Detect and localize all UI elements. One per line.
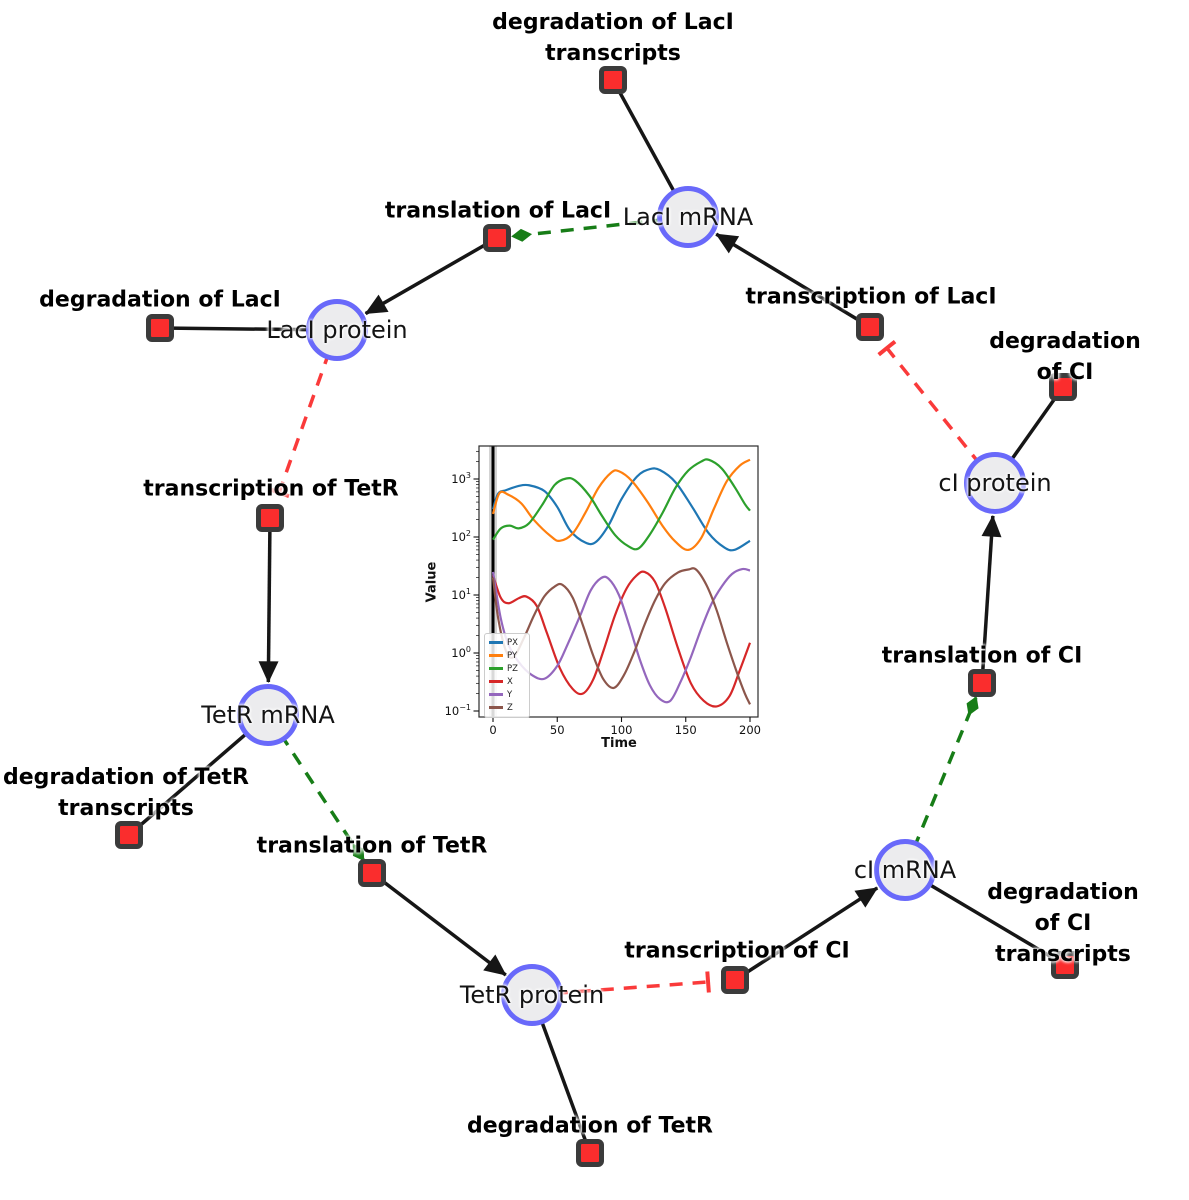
reaction-node-degradation-of-laci[interactable] (146, 314, 174, 342)
legend-label-x: X (507, 676, 513, 687)
y-tick-label: 103 (451, 471, 471, 486)
reaction-label-degradation-of-laci: degradation of LacI (39, 287, 281, 313)
reaction-label-translation-of-tetr: translation of TetR (256, 833, 488, 859)
reaction-node-transcription-of-tetr[interactable] (256, 504, 284, 532)
reaction-label-degradation-of-laci-transcripts: degradation of LacI transcripts (492, 10, 734, 66)
species-label-tetr-protein: TetR protein (459, 981, 605, 1009)
legend-line-py (489, 654, 503, 658)
reaction-label-degradation-of-tetr-transcripts: degradation of TetR transcripts (2, 765, 250, 821)
legend-item-pz: PZ (489, 664, 525, 674)
legend-item-py: PY (489, 651, 525, 661)
legend-item-y: Y (489, 690, 525, 700)
reaction-label-transcription-of-laci: transcription of LacI (745, 284, 997, 310)
legend-line-px (489, 641, 503, 645)
species-node-laci-mrna[interactable]: LacI mRNA (623, 186, 753, 248)
reaction-node-degradation-of-tetr[interactable] (576, 1139, 604, 1167)
legend-line-x (489, 680, 503, 684)
reaction-label-transcription-of-tetr: transcription of TetR (143, 476, 399, 502)
y-tick-label: 101 (451, 587, 471, 602)
legend-item-z: Z (489, 703, 525, 713)
legend-label-pz: PZ (507, 663, 518, 674)
reaction-node-transcription-of-ci[interactable] (721, 966, 749, 994)
species-label-laci-protein: LacI protein (266, 316, 408, 344)
series-line-Y (491, 567, 751, 704)
species-label-tetr-mrna: TetR mRNA (201, 701, 335, 729)
reaction-label-translation-of-ci: translation of CI (881, 643, 1083, 669)
legend-label-y: Y (507, 689, 513, 700)
legend-label-py: PY (507, 650, 518, 661)
species-label-ci-protein: cI protein (938, 469, 1052, 497)
chart-ylabel: Value (424, 561, 440, 603)
species-node-ci-mrna[interactable]: cI mRNA (854, 839, 956, 901)
series-line-X (491, 570, 752, 708)
legend-item-px: PX (489, 638, 525, 648)
chart-xlabel: Time (601, 736, 637, 751)
legend-line-z (489, 706, 503, 710)
reaction-label-degradation-of-ci-transcripts: degradation of CI transcripts (987, 879, 1139, 967)
series-line-PY (491, 458, 751, 551)
edge-translation-of-tetr--tetr-protein (370, 871, 507, 977)
y-tick-label: 100 (451, 645, 471, 660)
species-node-laci-protein[interactable]: LacI protein (266, 299, 408, 361)
species-node-ci-protein[interactable]: cI protein (938, 452, 1052, 514)
species-node-tetr-mrna[interactable]: TetR mRNA (201, 684, 335, 746)
legend-item-x: X (489, 677, 525, 687)
series-line-PX (491, 467, 751, 552)
inhibition-tbar-transcription-of-ci (705, 971, 711, 993)
reaction-label-degradation-of-ci: degradation of CI (989, 329, 1141, 385)
x-tick-label: 0 (489, 723, 496, 737)
reaction-node-degradation-of-tetr-transcripts[interactable] (115, 821, 143, 849)
edge-translation-of-laci--laci-protein (364, 236, 498, 316)
x-tick-label: 100 (611, 723, 633, 737)
inhibition-tbar-transcription-of-laci (877, 339, 897, 357)
legend-line-y (489, 693, 503, 697)
reaction-label-degradation-of-tetr: degradation of TetR (466, 1113, 714, 1139)
species-label-ci-mrna: cI mRNA (853, 856, 957, 884)
reaction-node-degradation-of-laci-transcripts[interactable] (599, 66, 627, 94)
reaction-node-transcription-of-laci[interactable] (856, 313, 884, 341)
edge-transcription-of-tetr--tetr-mrna (258, 517, 279, 683)
chart-spines (478, 445, 759, 718)
reaction-node-translation-of-ci[interactable] (968, 669, 996, 697)
y-tick-label: 10−1 (445, 703, 471, 718)
series-line-PZ (492, 458, 751, 551)
inset-chart: 0 50 100 150 200 10−1 100 101 102 103 Value Time … (415, 437, 780, 767)
legend-line-pz (489, 667, 503, 671)
species-node-tetr-protein[interactable]: TetR protein (460, 964, 604, 1026)
reaction-node-translation-of-tetr[interactable] (358, 859, 386, 887)
reaction-label-transcription-of-ci: transcription of CI (624, 938, 850, 964)
legend-label-px: PX (507, 637, 518, 648)
x-tick-label: 200 (739, 723, 761, 737)
x-tick-label: 50 (550, 723, 565, 737)
y-tick-label: 102 (451, 529, 471, 544)
chart-legend: PX PY PZ X Y Z (484, 633, 530, 718)
reaction-node-translation-of-laci[interactable] (483, 224, 511, 252)
chart-plot-area: 0 50 100 150 200 10−1 100 101 102 103 (445, 445, 761, 737)
reaction-label-translation-of-laci: translation of LacI (384, 198, 612, 224)
legend-label-z: Z (507, 702, 513, 713)
x-tick-label: 150 (675, 723, 697, 737)
series-line-Z (491, 567, 751, 705)
species-label-laci-mrna: LacI mRNA (622, 203, 754, 231)
